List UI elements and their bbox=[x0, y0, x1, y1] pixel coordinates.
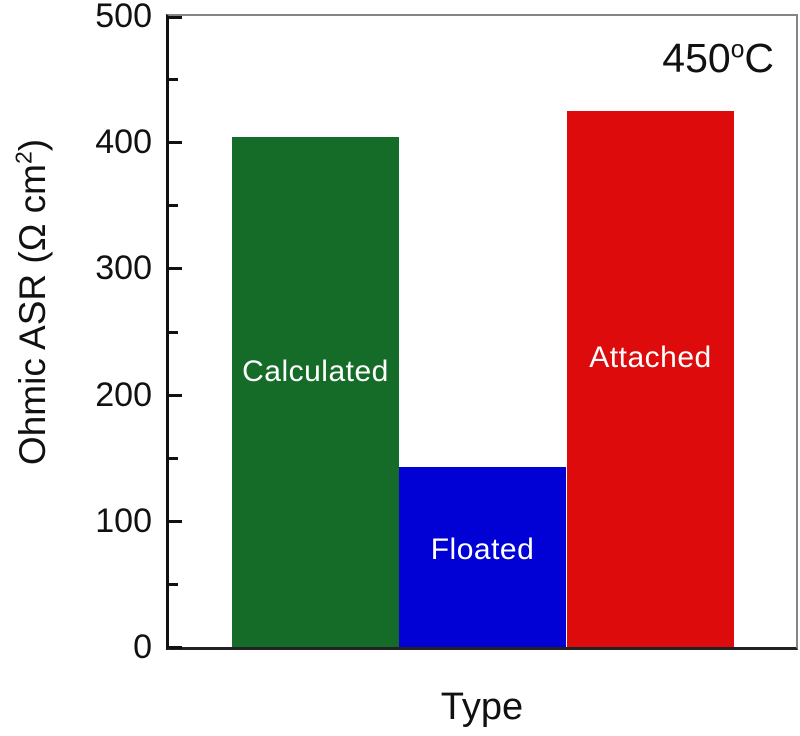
y-major-tick-mark bbox=[169, 16, 182, 19]
y-tick-label: 300 bbox=[95, 249, 152, 287]
bar-floated: Floated bbox=[399, 467, 566, 647]
y-major-tick-mark bbox=[169, 141, 182, 144]
y-minor-tick-mark bbox=[169, 457, 178, 460]
bar-calculated: Calculated bbox=[232, 137, 399, 647]
y-major-tick-mark bbox=[169, 267, 182, 270]
temperature-annotation: 450oC bbox=[662, 38, 774, 79]
degree-superscript: o bbox=[730, 36, 745, 64]
y-tick-label: 500 bbox=[95, 0, 152, 35]
y-minor-tick-mark bbox=[169, 583, 178, 586]
y-major-tick-mark bbox=[169, 646, 182, 649]
y-tick-label: 200 bbox=[95, 376, 152, 414]
y-axis-tick-labels: 0 100 200 300 400 500 bbox=[0, 0, 152, 664]
bar-label-calculated: Calculated bbox=[242, 354, 389, 388]
y-tick-label: 0 bbox=[133, 628, 152, 666]
temperature-value: 450 bbox=[662, 35, 731, 81]
x-axis-title: Type bbox=[440, 686, 524, 728]
bar-label-floated: Floated bbox=[430, 532, 535, 566]
plot-inner: 450oC Calculated Floated Attached bbox=[169, 16, 796, 649]
y-major-tick-mark bbox=[169, 394, 182, 397]
temperature-unit: C bbox=[744, 35, 774, 81]
y-minor-tick-mark bbox=[169, 78, 178, 81]
y-major-tick-mark bbox=[169, 520, 182, 523]
y-tick-label: 100 bbox=[95, 502, 152, 540]
bar-attached: Attached bbox=[567, 111, 734, 647]
y-tick-label: 400 bbox=[95, 123, 152, 161]
y-minor-tick-mark bbox=[169, 331, 178, 334]
plot-area: 450oC Calculated Floated Attached bbox=[166, 14, 798, 650]
y-minor-tick-mark bbox=[169, 204, 178, 207]
bar-label-attached: Attached bbox=[589, 340, 712, 374]
